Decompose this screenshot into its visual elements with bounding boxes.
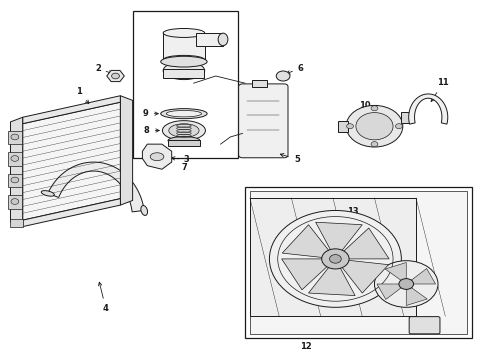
Ellipse shape (163, 28, 205, 37)
Text: 4: 4 (98, 282, 109, 313)
Polygon shape (10, 117, 23, 226)
Polygon shape (316, 222, 362, 259)
Circle shape (374, 261, 438, 307)
Bar (133, 12, 238, 158)
Text: 2: 2 (95, 64, 112, 74)
Circle shape (112, 73, 120, 79)
Polygon shape (409, 94, 448, 124)
Ellipse shape (161, 56, 207, 67)
Polygon shape (23, 102, 121, 220)
Polygon shape (377, 284, 406, 300)
Ellipse shape (218, 33, 228, 46)
Text: 10: 10 (359, 101, 371, 120)
Circle shape (322, 249, 349, 269)
Polygon shape (143, 144, 172, 169)
Bar (250, 191, 467, 334)
Bar (163, 69, 204, 78)
Bar (245, 187, 472, 338)
Bar (196, 33, 223, 45)
Bar (252, 80, 267, 87)
FancyBboxPatch shape (409, 317, 440, 334)
Text: 3: 3 (172, 156, 190, 165)
Polygon shape (23, 199, 121, 226)
Polygon shape (406, 284, 427, 306)
Ellipse shape (166, 111, 201, 117)
Ellipse shape (150, 153, 164, 161)
Bar (401, 112, 411, 123)
Circle shape (11, 134, 19, 140)
Bar (163, 33, 205, 60)
Text: 6: 6 (287, 64, 304, 74)
Polygon shape (23, 96, 121, 124)
Ellipse shape (41, 190, 54, 196)
Circle shape (371, 141, 378, 147)
Bar (168, 140, 199, 145)
Text: 12: 12 (300, 342, 312, 351)
Ellipse shape (168, 136, 200, 144)
Text: 9: 9 (143, 109, 158, 118)
Circle shape (276, 71, 290, 81)
Text: 13: 13 (347, 207, 377, 247)
Bar (338, 121, 347, 132)
Polygon shape (406, 269, 436, 284)
Ellipse shape (141, 206, 147, 215)
Polygon shape (121, 96, 133, 205)
Ellipse shape (169, 124, 199, 137)
Ellipse shape (163, 62, 205, 80)
Text: 5: 5 (280, 154, 300, 164)
Bar (8, 195, 22, 209)
Circle shape (371, 106, 378, 111)
Circle shape (356, 113, 393, 140)
Text: 8: 8 (144, 126, 159, 135)
Text: 7: 7 (181, 163, 187, 172)
Text: 1: 1 (76, 87, 89, 104)
Circle shape (346, 124, 353, 129)
Circle shape (395, 124, 402, 129)
Circle shape (346, 105, 403, 147)
Polygon shape (282, 259, 335, 290)
Polygon shape (48, 162, 144, 212)
Ellipse shape (163, 55, 205, 64)
Ellipse shape (161, 109, 207, 119)
Circle shape (11, 177, 19, 183)
Bar (8, 174, 22, 187)
Polygon shape (282, 225, 335, 259)
Bar (10, 220, 23, 226)
Bar (8, 152, 22, 166)
Bar (8, 131, 22, 144)
Circle shape (270, 211, 401, 307)
Ellipse shape (162, 121, 205, 140)
Circle shape (330, 255, 341, 263)
Polygon shape (385, 262, 406, 284)
Circle shape (11, 156, 19, 161)
Polygon shape (335, 259, 389, 293)
Polygon shape (250, 198, 416, 316)
FancyBboxPatch shape (239, 84, 288, 158)
Text: 11: 11 (431, 78, 449, 102)
Circle shape (11, 199, 19, 204)
Polygon shape (309, 259, 355, 296)
Polygon shape (335, 228, 389, 259)
Circle shape (399, 279, 414, 289)
